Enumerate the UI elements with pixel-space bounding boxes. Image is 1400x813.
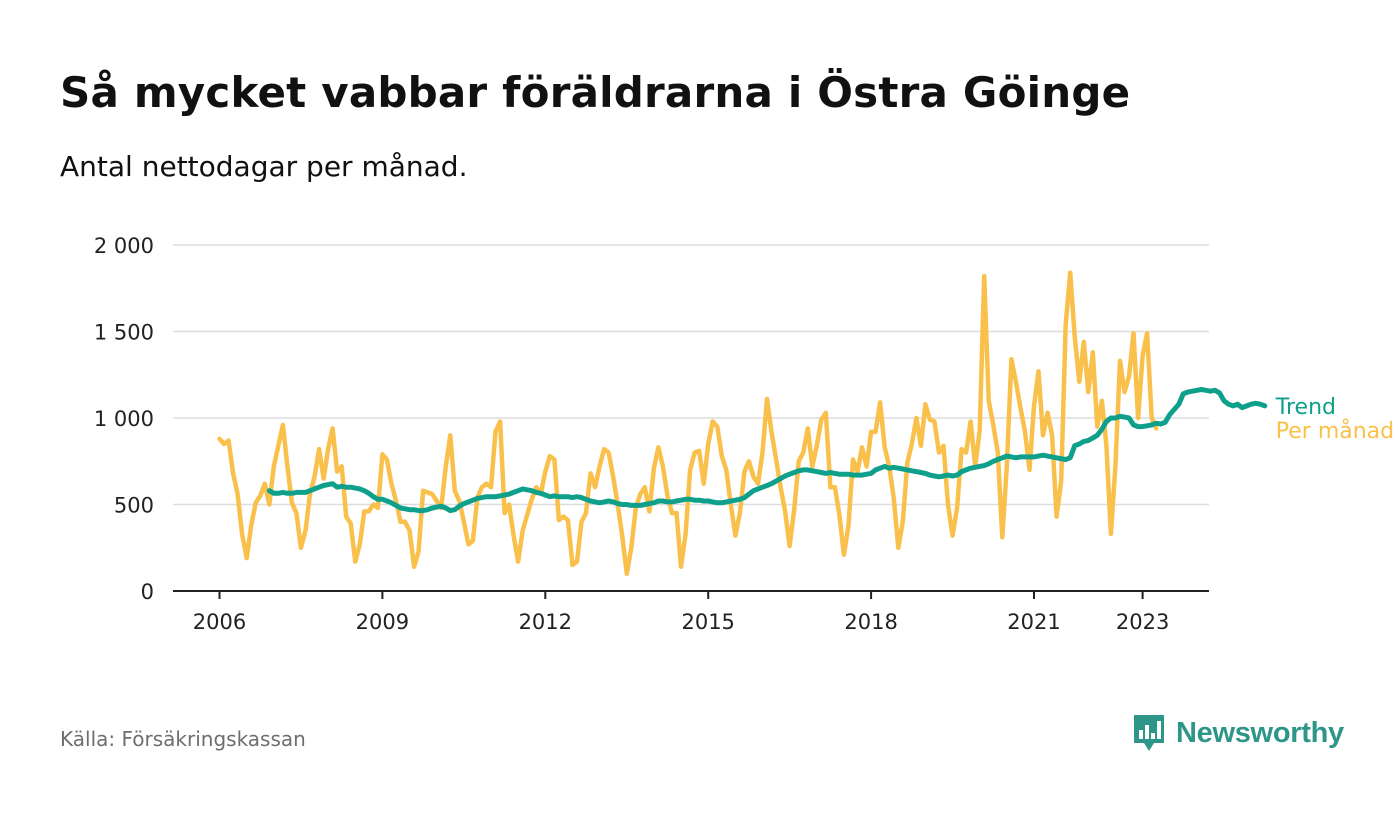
brand-name: Newsworthy (1176, 716, 1344, 749)
x-tick-label: 2021 (1007, 610, 1060, 634)
y-tick-label: 0 (141, 580, 154, 604)
y-tick-label: 500 (114, 494, 154, 518)
chart-title: Så mycket vabbar föräldrarna i Östra Göi… (60, 68, 1131, 117)
series-label-per-manad: Per månad (1276, 418, 1394, 444)
chart-subtitle: Antal nettodagar per månad. (60, 150, 468, 183)
x-tick-label: 2015 (681, 610, 734, 634)
y-tick-label: 1 000 (94, 407, 154, 431)
y-tick-label: 2 000 (94, 234, 154, 258)
x-tick-label: 2009 (356, 610, 409, 634)
series-label-trend: Trend (1275, 395, 1336, 420)
x-tick-label: 2012 (519, 610, 572, 634)
x-tick-label: 2018 (844, 610, 897, 634)
source-note: Källa: Försäkringskassan (60, 727, 306, 751)
bar-chart-speech-bubble-icon (1134, 715, 1164, 751)
series-line-per-manad (217, 270, 1159, 576)
x-tick-label: 2006 (193, 610, 246, 634)
y-tick-label: 1 500 (94, 321, 154, 345)
x-tick-label: 2023 (1116, 610, 1169, 634)
brand-logo[interactable]: Newsworthy (1132, 711, 1344, 755)
series-line-trend (266, 387, 1268, 514)
